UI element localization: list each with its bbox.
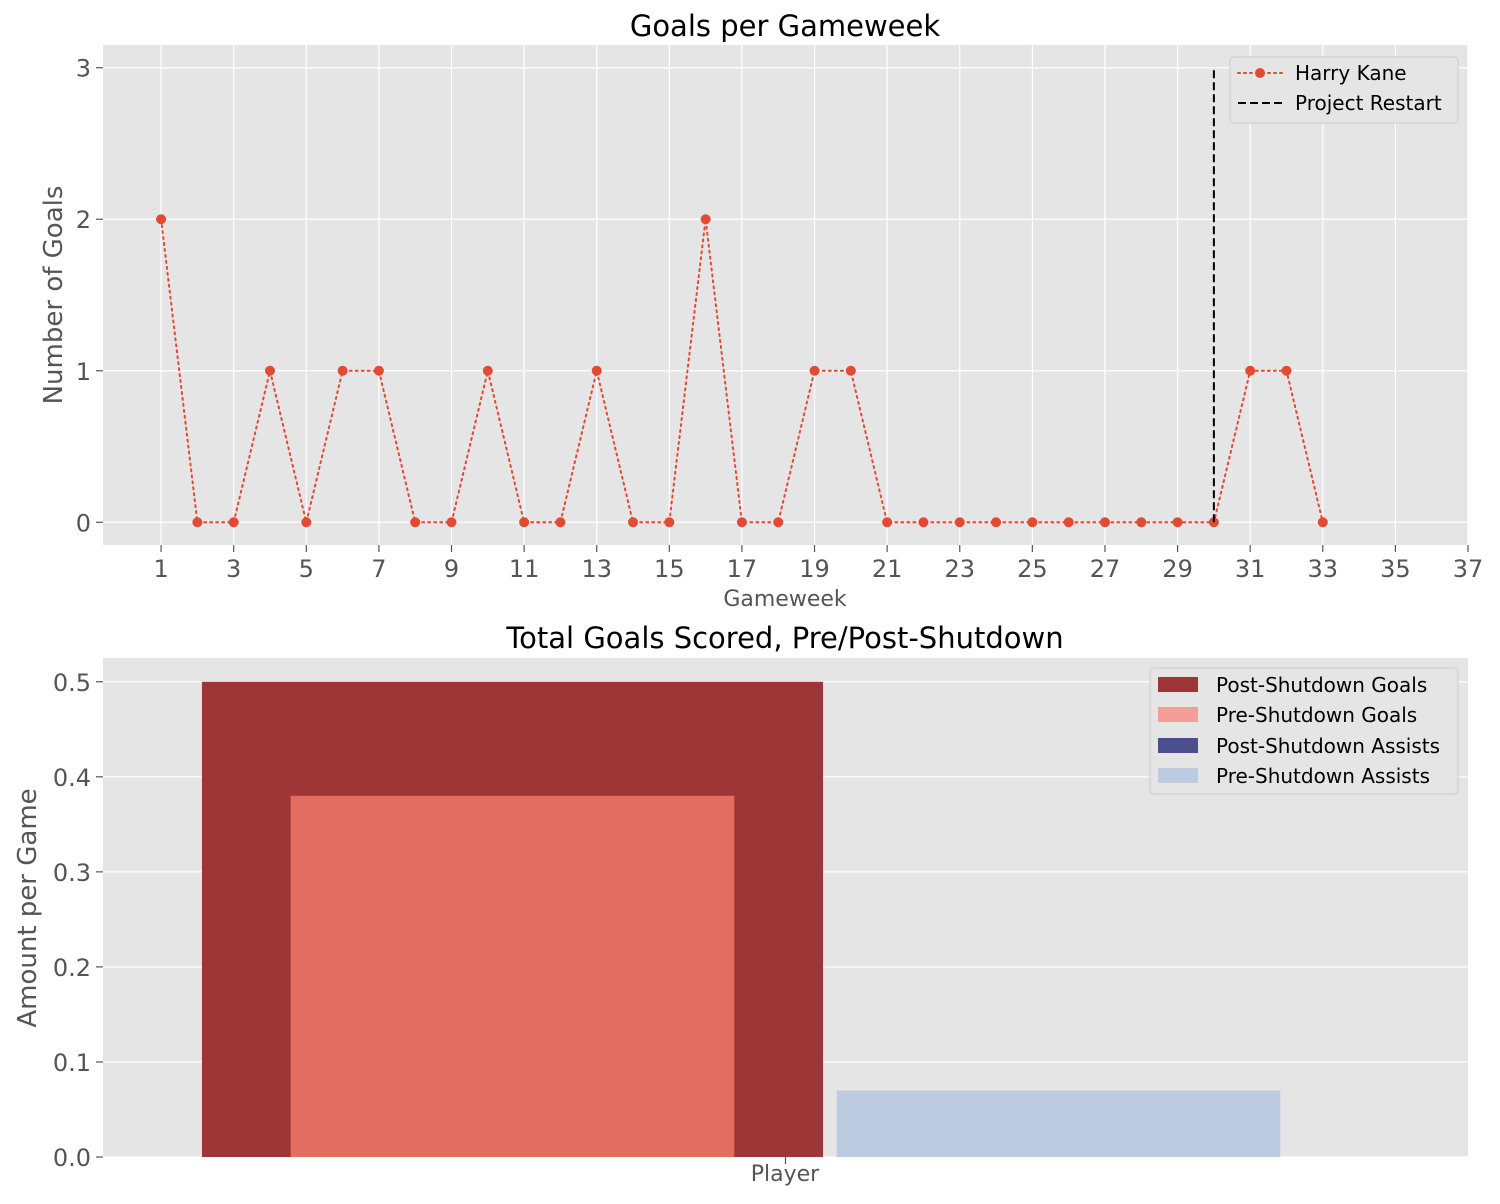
total-goals-chart-title: Total Goals Scored, Pre/Post-Shutdown [505, 621, 1063, 655]
legend-swatch-pre-shutdown-goals [1158, 707, 1198, 722]
data-point [192, 517, 203, 528]
data-point [1317, 517, 1328, 528]
bar-pre-shutdown-assists [836, 1090, 1281, 1157]
x-tick-label: 3 [226, 555, 241, 583]
x-tick-label: 17 [727, 555, 758, 583]
data-point [628, 517, 639, 528]
legend-swatch-post-shutdown-goals [1158, 677, 1198, 692]
goals-chart-y-axis-label: Number of Goals [39, 186, 69, 405]
data-point [1063, 517, 1074, 528]
goals-chart-legend: Harry Kane Project Restart [1229, 56, 1459, 124]
data-point [1172, 517, 1183, 528]
data-point [1136, 517, 1147, 528]
x-tick-label: 11 [509, 555, 540, 583]
x-tick-label: 5 [299, 555, 314, 583]
data-point [264, 365, 275, 376]
y-tick-label: 3 [76, 55, 91, 83]
legend-swatch-pre-shutdown-assists [1158, 768, 1198, 783]
total-goals-tick-labels: 0.0 0.1 0.2 0.3 0.4 0.5 [53, 669, 787, 1172]
data-point [301, 517, 312, 528]
data-point [918, 517, 929, 528]
goals-chart-title: Goals per Gameweek [630, 9, 940, 43]
data-point [446, 517, 457, 528]
data-point [736, 517, 747, 528]
total-goals-x-axis-label: Player [751, 1162, 820, 1187]
legend-label-harry-kane: Harry Kane [1295, 61, 1407, 85]
data-point [337, 365, 348, 376]
x-tick-label: 21 [872, 555, 903, 583]
legend-label-post-shutdown-assists: Post-Shutdown Assists [1216, 734, 1440, 758]
data-point [773, 517, 784, 528]
data-point [1245, 365, 1256, 376]
series-line-harry-kane [160, 218, 1324, 524]
total-goals-bars [201, 681, 1281, 1157]
data-point [700, 214, 711, 225]
data-point [555, 517, 566, 528]
y-tick-label: 0.1 [53, 1049, 91, 1077]
goals-chart-plot-area [103, 45, 1468, 545]
x-tick-label: 9 [444, 555, 459, 583]
x-tick-label: 19 [799, 555, 830, 583]
x-tick-label: 35 [1380, 555, 1411, 583]
total-goals-chart: 0.0 0.1 0.2 0.3 0.4 0.5 Total Goals Scored, P… [13, 621, 1468, 1187]
y-tick-label: 0.5 [53, 669, 91, 697]
x-tick-label: 33 [1308, 555, 1339, 583]
data-point [845, 365, 856, 376]
goals-chart-x-axis-label: Gameweek [723, 587, 847, 612]
y-tick-label: 0.2 [53, 954, 91, 982]
y-tick-label: 0.3 [53, 859, 91, 887]
data-point [373, 365, 384, 376]
legend-label-project-restart: Project Restart [1295, 91, 1442, 115]
y-tick-label: 0.0 [53, 1144, 91, 1172]
x-tick-label: 25 [1017, 555, 1048, 583]
legend-label-post-shutdown-goals: Post-Shutdown Goals [1216, 673, 1427, 697]
goals-chart-gridlines [103, 45, 1469, 545]
data-point [954, 517, 965, 528]
y-tick-label: 2 [76, 206, 91, 234]
x-tick-label: 31 [1235, 555, 1266, 583]
data-point [991, 517, 1002, 528]
x-tick-label: 1 [153, 555, 168, 583]
legend-marker-harry-kane [1255, 68, 1265, 78]
total-goals-y-axis-label: Amount per Game [13, 788, 43, 1027]
legend-label-pre-shutdown-assists: Pre-Shutdown Assists [1216, 764, 1430, 788]
y-tick-label: 0.4 [53, 764, 91, 792]
y-tick-label: 0 [76, 509, 91, 537]
data-point [410, 517, 421, 528]
data-point [1027, 517, 1038, 528]
goals-legend-box [1229, 56, 1459, 124]
x-tick-label: 15 [654, 555, 685, 583]
x-tick-label: 27 [1090, 555, 1121, 583]
x-tick-label: 37 [1453, 555, 1484, 583]
data-point [482, 365, 493, 376]
y-tick-label: 1 [76, 358, 91, 386]
x-tick-label: 29 [1162, 555, 1193, 583]
data-point [882, 517, 893, 528]
data-point [664, 517, 675, 528]
legend-label-pre-shutdown-goals: Pre-Shutdown Goals [1216, 703, 1417, 727]
data-point [809, 365, 820, 376]
bar-pre-shutdown-goals [290, 795, 735, 1157]
data-point [519, 517, 530, 528]
x-tick-label: 13 [581, 555, 612, 583]
legend-swatch-post-shutdown-assists [1158, 738, 1198, 753]
total-goals-legend-box [1149, 667, 1459, 795]
data-point [1099, 517, 1110, 528]
data-point [1281, 365, 1292, 376]
total-goals-legend: Post-Shutdown Goals Pre-Shutdown Goals P… [1149, 667, 1459, 795]
data-point [591, 365, 602, 376]
x-tick-label: 23 [944, 555, 975, 583]
data-point [228, 517, 239, 528]
data-point [156, 214, 167, 225]
series-points-harry-kane [156, 214, 1328, 528]
x-tick-label: 7 [371, 555, 386, 583]
